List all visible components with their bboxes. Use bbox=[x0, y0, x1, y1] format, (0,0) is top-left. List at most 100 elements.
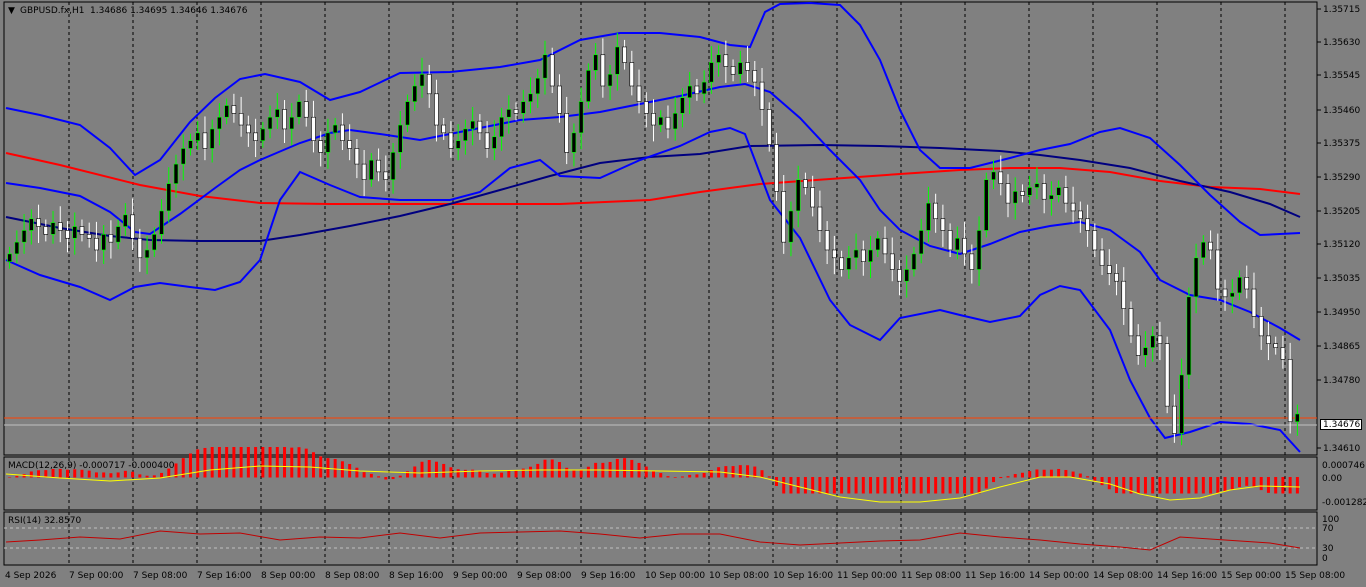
candle-body bbox=[730, 66, 736, 75]
candle-body bbox=[1063, 187, 1069, 204]
candle-body bbox=[72, 226, 78, 239]
rsi-indicator-label: RSI(14) 32.8570 bbox=[8, 516, 81, 526]
candle-body bbox=[549, 54, 555, 87]
candle-body bbox=[535, 77, 541, 95]
candle-body bbox=[803, 179, 808, 188]
candle-body bbox=[1121, 280, 1127, 309]
candle-body bbox=[1135, 335, 1141, 356]
candle-body bbox=[108, 234, 114, 243]
time-axis[interactable]: 4 Sep 2026 7 Sep 00:00 7 Sep 08:00 7 Sep 16… bbox=[5, 571, 1345, 581]
candle-body bbox=[253, 132, 258, 141]
candle-body bbox=[586, 70, 591, 102]
candle-body bbox=[882, 237, 888, 255]
candle-body bbox=[94, 237, 99, 251]
candle-body bbox=[296, 101, 302, 118]
candle-body bbox=[680, 97, 685, 114]
price-scale[interactable]: 1.35715 1.35630 1.35545 1.35460 1.35375 1.352… bbox=[1317, 5, 1360, 454]
candle-body bbox=[152, 234, 157, 251]
candle-body bbox=[499, 116, 504, 138]
candle-body bbox=[390, 152, 396, 180]
candle-body bbox=[846, 257, 852, 270]
candle-body bbox=[1222, 288, 1228, 298]
candle-body bbox=[282, 109, 287, 130]
main-price-panel[interactable] bbox=[3, 1, 1318, 456]
candle-body bbox=[969, 253, 975, 270]
candle-body bbox=[448, 132, 454, 149]
time-label: 15 Sep 08:00 bbox=[1285, 571, 1345, 581]
candle-body bbox=[1172, 405, 1177, 434]
candle-body bbox=[65, 230, 70, 239]
candle-body bbox=[1266, 335, 1271, 344]
candle-body bbox=[795, 179, 801, 212]
candle-body bbox=[484, 132, 490, 149]
time-label: 8 Sep 00:00 bbox=[261, 571, 316, 581]
candles[interactable] bbox=[7, 32, 1300, 446]
macd-indicator-label: MACD(12,26,9) -0.000717 -0.000400 bbox=[8, 461, 175, 471]
candle-body bbox=[1164, 343, 1170, 407]
price-label: 1.35290 bbox=[1323, 173, 1360, 183]
candle-body bbox=[955, 237, 960, 251]
candle-body bbox=[267, 116, 273, 130]
candle-body bbox=[615, 46, 620, 75]
candle-body bbox=[926, 202, 931, 231]
candle-body bbox=[274, 109, 280, 118]
candle-body bbox=[1244, 277, 1250, 290]
candle-body bbox=[397, 124, 403, 153]
candle-body bbox=[1128, 308, 1134, 337]
candle-body bbox=[622, 46, 627, 63]
candle-body bbox=[195, 132, 201, 141]
rsi-scale-0: 0 bbox=[1322, 554, 1328, 564]
time-label: 8 Sep 08:00 bbox=[325, 571, 380, 581]
time-label: 11 Sep 08:00 bbox=[901, 571, 961, 581]
candle-body bbox=[180, 148, 186, 165]
candle-body bbox=[318, 140, 324, 153]
macd-scale-zero: 0.00 bbox=[1322, 474, 1342, 484]
candle-body bbox=[665, 116, 671, 130]
candle-body bbox=[600, 54, 606, 87]
time-label: 14 Sep 00:00 bbox=[1029, 571, 1089, 581]
candle-body bbox=[57, 222, 63, 231]
candle-body bbox=[672, 113, 678, 130]
candle-body bbox=[137, 237, 143, 259]
candle-body bbox=[426, 73, 432, 95]
bollinger-middle bbox=[5, 82, 1301, 341]
candle-body bbox=[991, 171, 996, 180]
candle-body bbox=[1208, 241, 1213, 251]
price-label: 1.35035 bbox=[1323, 274, 1360, 284]
current-price-badge: 1.34676 bbox=[1320, 419, 1362, 430]
candle-body bbox=[173, 163, 179, 184]
price-label: 1.34950 bbox=[1323, 308, 1360, 318]
rsi-line bbox=[5, 530, 1301, 551]
candle-body bbox=[723, 54, 729, 67]
candle-body bbox=[21, 230, 27, 243]
candle-body bbox=[246, 124, 251, 134]
candle-body bbox=[918, 230, 924, 255]
candle-body bbox=[962, 237, 967, 255]
time-label: 11 Sep 16:00 bbox=[965, 571, 1025, 581]
rsi-panel[interactable] bbox=[3, 511, 1318, 566]
candle-body bbox=[897, 269, 902, 282]
candle-body bbox=[1114, 273, 1119, 282]
macd-panel[interactable] bbox=[3, 456, 1318, 511]
candle-body bbox=[289, 116, 295, 130]
candle-body bbox=[470, 120, 475, 130]
bollinger-lower bbox=[5, 126, 1301, 453]
panel-collapse-icon[interactable]: ▼ bbox=[8, 6, 15, 16]
candle-body bbox=[1280, 347, 1286, 360]
candle-body bbox=[202, 132, 208, 149]
candle-body bbox=[369, 159, 374, 180]
candle-body bbox=[687, 85, 692, 99]
candle-body bbox=[361, 163, 367, 180]
candle-body bbox=[557, 85, 562, 114]
price-label: 1.35460 bbox=[1323, 106, 1360, 116]
candle-body bbox=[463, 128, 468, 141]
candle-body bbox=[434, 93, 439, 126]
candle-body bbox=[1106, 265, 1112, 274]
candle-body bbox=[1157, 335, 1163, 344]
candle-body bbox=[1193, 257, 1199, 298]
candle-body bbox=[745, 62, 750, 71]
candle-body bbox=[130, 214, 135, 239]
candle-body bbox=[43, 226, 49, 235]
candle-body bbox=[36, 218, 41, 227]
